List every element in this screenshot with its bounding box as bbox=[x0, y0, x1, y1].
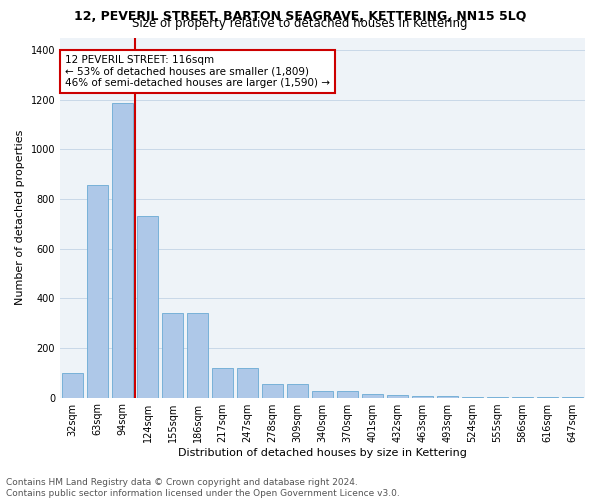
Bar bbox=[312, 392, 333, 398]
Text: Size of property relative to detached houses in Kettering: Size of property relative to detached ho… bbox=[132, 18, 468, 30]
Bar bbox=[237, 368, 258, 398]
Bar bbox=[212, 368, 233, 398]
Bar bbox=[62, 373, 83, 398]
Text: Contains HM Land Registry data © Crown copyright and database right 2024.
Contai: Contains HM Land Registry data © Crown c… bbox=[6, 478, 400, 498]
Bar bbox=[287, 384, 308, 398]
Bar bbox=[87, 186, 108, 398]
X-axis label: Distribution of detached houses by size in Kettering: Distribution of detached houses by size … bbox=[178, 448, 467, 458]
Bar bbox=[387, 395, 408, 398]
Bar bbox=[112, 104, 133, 398]
Bar bbox=[162, 313, 183, 398]
Y-axis label: Number of detached properties: Number of detached properties bbox=[15, 130, 25, 305]
Bar bbox=[137, 216, 158, 398]
Bar bbox=[262, 384, 283, 398]
Bar bbox=[437, 396, 458, 398]
Bar bbox=[412, 396, 433, 398]
Text: 12 PEVERIL STREET: 116sqm
← 53% of detached houses are smaller (1,809)
46% of se: 12 PEVERIL STREET: 116sqm ← 53% of detac… bbox=[65, 55, 330, 88]
Bar bbox=[362, 394, 383, 398]
Bar bbox=[337, 392, 358, 398]
Bar bbox=[462, 397, 483, 398]
Text: 12, PEVERIL STREET, BARTON SEAGRAVE, KETTERING, NN15 5LQ: 12, PEVERIL STREET, BARTON SEAGRAVE, KET… bbox=[74, 10, 526, 23]
Bar bbox=[187, 313, 208, 398]
